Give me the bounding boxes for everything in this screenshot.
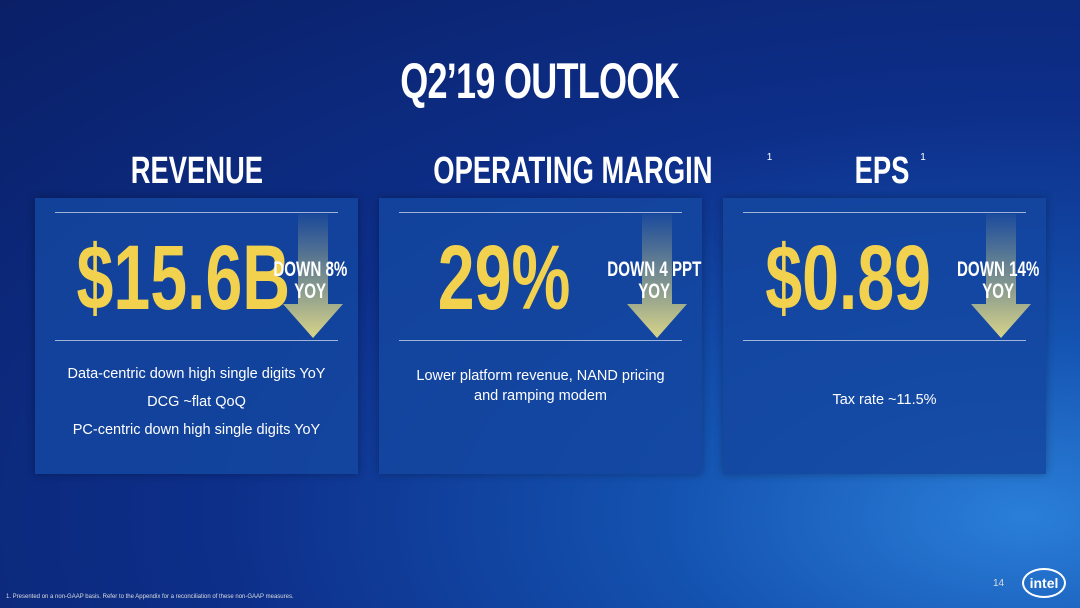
card: 29% DOWN 4 PPT YOY Lower platform revenu… [379,198,702,474]
change: DOWN 4 PPT [584,258,724,282]
page-number: 14 [993,578,1005,589]
metric-value: $0.89 [723,226,973,331]
down-arrow [971,214,1031,338]
period-text: YOY [294,280,326,303]
value-text: 29% [437,227,571,329]
heading-text: REVENUE [130,150,264,192]
card-heading: REVENUE [35,150,359,193]
footnote-mark: 1 [920,152,926,163]
note: PC-centric down high single digits YoY [72,422,321,438]
note: DCG ~flat QoQ [147,394,246,410]
divider [743,212,1026,213]
slide-title: Q2’19 OUTLOOK [0,52,1080,110]
metric-value: 29% [379,226,629,331]
change: DOWN 8% [240,258,380,282]
period: YOY [584,280,724,304]
down-arrow [283,214,343,338]
period: YOY [240,280,380,304]
card: $15.6B DOWN 8% YOY Data-centric down hig… [35,198,358,474]
heading-text: OPERATING MARGIN [433,150,713,192]
change-text: DOWN 14% [956,258,1040,281]
notes: Tax rate ~11.5% [733,386,1036,414]
change-text: DOWN 8% [273,258,347,281]
divider [55,212,338,213]
note: Data-centric down high single digits YoY [67,366,326,382]
down-arrow [627,214,687,338]
change-text: DOWN 4 PPT [606,258,702,281]
notes: Lower platform revenue, NAND pricing and… [409,366,672,406]
heading-text: EPS [854,150,910,192]
note: Lower platform revenue, NAND pricing and… [416,368,665,404]
title-text: Q2’19 OUTLOOK [400,53,680,109]
divider [743,340,1026,341]
note: Tax rate ~11.5% [832,392,937,408]
notes: Data-centric down high single digits YoY… [45,360,348,444]
divider [399,340,682,341]
period-text: YOY [982,280,1014,303]
footnote: 1. Presented on a non-GAAP basis. Refer … [6,594,294,600]
divider [399,212,682,213]
change: DOWN 14% [928,258,1068,282]
card: $0.89 DOWN 14% YOY Tax rate ~11.5% [723,198,1046,474]
divider [55,340,338,341]
card-heading: EPS 1 [723,150,1047,193]
footnote-mark: 1 [766,152,773,163]
card-heading: OPERATING MARGIN 1 [379,150,772,193]
metric-value: $15.6B [35,226,291,331]
logo: intel [1022,568,1066,598]
period-text: YOY [638,280,670,303]
value-text: $15.6B [76,227,291,329]
value-text: $0.89 [765,227,931,329]
period: YOY [928,280,1068,304]
